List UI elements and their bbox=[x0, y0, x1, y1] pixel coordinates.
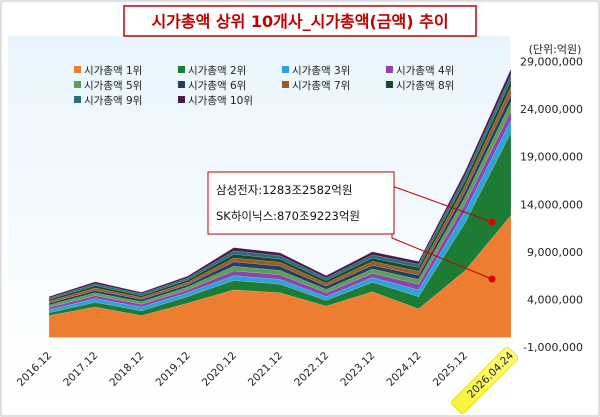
area-series-1 bbox=[48, 214, 512, 338]
area-series-7 bbox=[48, 86, 512, 304]
annotation-box bbox=[207, 171, 395, 235]
legend-label: 시가총액 4위 bbox=[396, 64, 454, 77]
legend-label: 시가총액 6위 bbox=[188, 79, 246, 92]
legend-label: 시가총액 3위 bbox=[292, 64, 350, 77]
annotation-marker-1 bbox=[488, 218, 496, 226]
y-tick-label: 4,000,000 bbox=[527, 293, 583, 306]
legend-label: 시가총액 5위 bbox=[84, 79, 142, 92]
legend-swatch bbox=[74, 81, 81, 88]
legend-swatch bbox=[386, 81, 393, 88]
legend-label: 시가총액 2위 bbox=[188, 64, 246, 77]
legend-swatch bbox=[282, 66, 289, 73]
annotation-marker-2 bbox=[488, 275, 496, 283]
area-series-4 bbox=[48, 110, 512, 311]
legend-swatch bbox=[178, 81, 185, 88]
legend-label: 시가총액 8위 bbox=[396, 79, 454, 92]
y-tick-label: 24,000,000 bbox=[520, 103, 583, 116]
y-tick-label: 29,000,000 bbox=[520, 56, 583, 69]
legend-label: 시가총액 1위 bbox=[84, 64, 142, 77]
chart-title-box: 시가총액 상위 10개사_시가총액(금액) 추이 bbox=[123, 5, 477, 37]
series-areas bbox=[48, 68, 512, 338]
legend-swatch bbox=[178, 96, 185, 103]
legend-swatch bbox=[74, 66, 81, 73]
title-border bbox=[123, 5, 477, 37]
annotation: 삼성전자:1283조2582억원 SK하이닉스:870조9223억원 bbox=[207, 171, 496, 283]
y-tick-labels: -1,000,000 4,000,000 9,000,000 14,000,000 19… bbox=[520, 56, 583, 355]
y-tick-label: 14,000,000 bbox=[520, 198, 583, 211]
y-tick-label: 19,000,000 bbox=[520, 151, 583, 164]
annotation-leader-2 bbox=[391, 234, 493, 280]
annotation-line-1: 삼성전자:1283조2582억원 bbox=[216, 183, 352, 197]
y-tick-label: -1,000,000 bbox=[523, 341, 583, 354]
area-series-10 bbox=[48, 68, 512, 299]
area-series-5 bbox=[48, 101, 512, 308]
legend-swatch bbox=[282, 81, 289, 88]
legend-label: 시가총액 10위 bbox=[188, 94, 253, 107]
unit-label: (단위:억원) bbox=[529, 43, 582, 56]
date-highlight bbox=[451, 346, 519, 414]
area-series-3 bbox=[48, 119, 512, 314]
legend-label: 시가총액 7위 bbox=[292, 79, 350, 92]
legend-swatch bbox=[386, 66, 393, 73]
chart-title: 시가총액 상위 10개사_시가총액(금액) 추이 bbox=[151, 12, 448, 31]
legend-swatch bbox=[178, 66, 185, 73]
y-tick-label: 9,000,000 bbox=[527, 246, 583, 259]
legend-swatch bbox=[74, 96, 81, 103]
legend-label: 시가총액 9위 bbox=[84, 94, 142, 107]
annotation-line-2: SK하이닉스:870조9223억원 bbox=[216, 209, 360, 223]
